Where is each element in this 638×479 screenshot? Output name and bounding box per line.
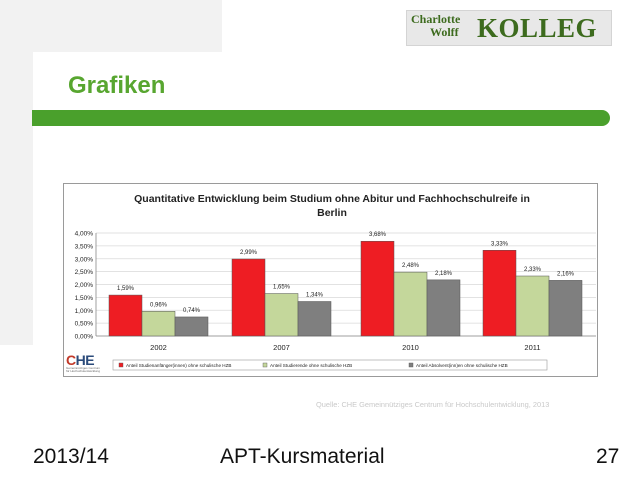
bar-data-label: 2,99% bbox=[240, 250, 258, 256]
slide-title: Grafiken bbox=[68, 72, 166, 99]
y-tick-label: 2,00% bbox=[75, 282, 94, 289]
che-logo: CHE Gemeinnütziges Centrum für Hochschul… bbox=[66, 352, 106, 374]
y-tick-label: 3,00% bbox=[75, 256, 94, 263]
bar bbox=[515, 275, 550, 337]
legend-swatch bbox=[262, 362, 268, 368]
logo-line2: Wolff bbox=[430, 25, 459, 39]
bar bbox=[393, 271, 428, 337]
bar-data-label: 1,34% bbox=[306, 292, 324, 298]
bar-data-label: 0,74% bbox=[183, 308, 201, 314]
che-logo-subtext: Gemeinnütziges Centrum für Hochschulentw… bbox=[66, 366, 101, 373]
bar-data-label: 2,33% bbox=[524, 267, 542, 273]
y-tick-label: 0,50% bbox=[75, 321, 94, 328]
legend-swatch bbox=[118, 362, 124, 368]
bar-data-label: 0,96% bbox=[150, 302, 168, 308]
footer-year: 2013/14 bbox=[33, 445, 109, 468]
bar-data-label: 3,68% bbox=[369, 232, 387, 238]
bar bbox=[426, 279, 461, 337]
bar bbox=[482, 250, 517, 337]
x-tick-label: 2002 bbox=[150, 343, 167, 352]
title-accent-bar bbox=[32, 110, 610, 126]
bar bbox=[264, 293, 299, 337]
chart-title-line1: Quantitative Entwicklung beim Studium oh… bbox=[134, 193, 530, 205]
bar bbox=[360, 240, 395, 337]
bar bbox=[297, 301, 332, 337]
y-tick-label: 0,00% bbox=[75, 334, 94, 341]
footer-course: APT-Kursmaterial bbox=[220, 445, 385, 468]
chart-title-line2: Berlin bbox=[317, 207, 347, 219]
bar-data-label: 3,33% bbox=[491, 241, 509, 247]
bar-data-label: 2,48% bbox=[402, 263, 420, 269]
y-tick-label: 3,50% bbox=[75, 243, 94, 250]
legend-label: Anteil Studienanfänger(innen) ohne schul… bbox=[126, 363, 231, 368]
legend-swatch bbox=[408, 362, 414, 368]
source-caption: Quelle: CHE Gemeinnütziges Centrum für H… bbox=[316, 400, 550, 409]
bar bbox=[548, 280, 583, 337]
bar-chart: Quantitative Entwicklung beim Studium oh… bbox=[75, 193, 596, 371]
chart-container: Quantitative Entwicklung beim Studium oh… bbox=[63, 183, 598, 377]
che-logo-text: CHE bbox=[66, 352, 95, 368]
bar bbox=[141, 311, 176, 337]
charlotte-wolff-kolleg-logo: Charlotte Wolff KOLLEG bbox=[406, 10, 612, 46]
bar bbox=[174, 316, 209, 337]
bar bbox=[108, 294, 143, 337]
bar bbox=[231, 258, 266, 337]
background-corner-vertical bbox=[0, 0, 33, 345]
logo-line1: Charlotte bbox=[411, 12, 461, 26]
logo-small-text: Charlotte Wolff bbox=[411, 13, 460, 39]
y-tick-label: 2,50% bbox=[75, 269, 94, 276]
background-corner bbox=[0, 0, 222, 52]
legend-label: Anteil Absolvent(inn)en ohne schulische … bbox=[416, 363, 508, 368]
bar-data-label: 1,59% bbox=[117, 286, 135, 292]
bar-data-label: 1,65% bbox=[273, 285, 291, 291]
x-tick-label: 2007 bbox=[273, 343, 290, 352]
y-tick-label: 1,00% bbox=[75, 308, 94, 315]
legend-label: Anteil Studierende ohne schulische HZB bbox=[270, 363, 352, 368]
bar-data-label: 2,16% bbox=[557, 271, 575, 277]
x-tick-label: 2010 bbox=[402, 343, 419, 352]
y-tick-label: 1,50% bbox=[75, 295, 94, 302]
bar-data-label: 2,18% bbox=[435, 271, 453, 277]
footer-page-number: 27 bbox=[596, 445, 620, 468]
legend-box bbox=[112, 359, 548, 371]
x-tick-label: 2011 bbox=[524, 343, 540, 352]
logo-kolleg: KOLLEG bbox=[477, 13, 598, 43]
y-tick-label: 4,00% bbox=[75, 231, 94, 238]
